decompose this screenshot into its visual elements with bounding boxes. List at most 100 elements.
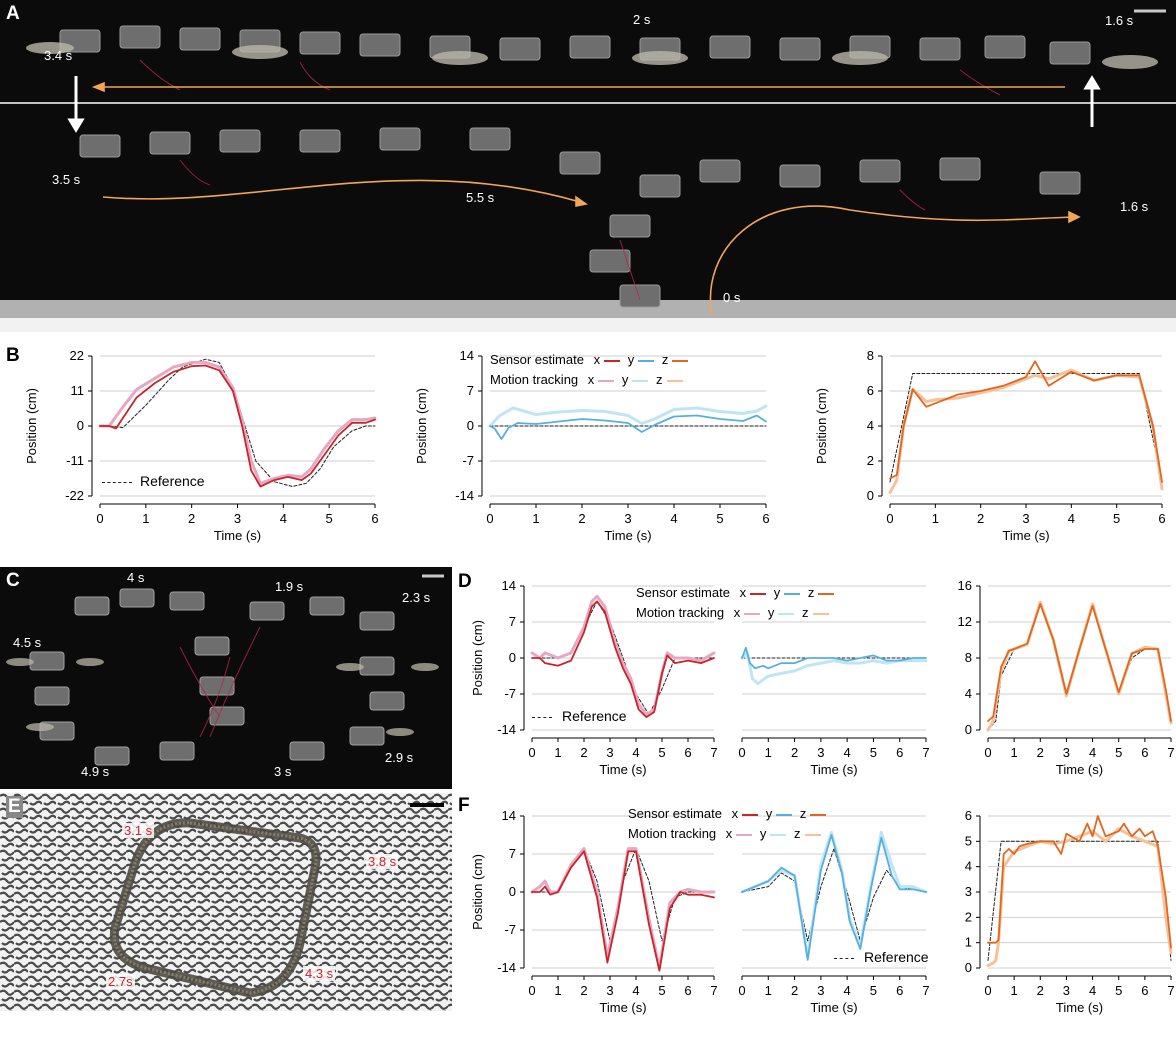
time-label: 1.9 s bbox=[275, 579, 304, 594]
y-tick-label: 7 bbox=[467, 383, 474, 398]
x-tick-label: 6 bbox=[684, 983, 691, 998]
panel-letter-b: B bbox=[6, 345, 20, 366]
y-axis-label: Position (cm) bbox=[24, 388, 39, 464]
x-tick-label: 1 bbox=[142, 511, 149, 526]
series-x-tracking bbox=[530, 847, 716, 970]
legend-swatch bbox=[776, 813, 793, 816]
x-tick-label: 4 bbox=[844, 745, 851, 760]
y-tick-label: -11 bbox=[66, 453, 84, 468]
x-tick-label: 2 bbox=[188, 511, 195, 526]
reference-label: Reference bbox=[140, 473, 205, 489]
y-tick-label: -7 bbox=[462, 453, 474, 468]
series-y-sensor bbox=[741, 646, 927, 670]
chart-b-y: 0 1 2 3 4 5 6 Time (s) 14 7 0 -7 -14 Position (cm) bbox=[414, 348, 770, 543]
legend-x: x bbox=[739, 585, 747, 600]
y-tick-label: 4 bbox=[867, 418, 874, 433]
y-tick-label: 2 bbox=[965, 909, 972, 924]
legend-swatch bbox=[744, 612, 761, 615]
legend-z: z bbox=[799, 806, 807, 821]
legend-swatch bbox=[632, 379, 649, 382]
x-tick-label: 3 bbox=[817, 983, 824, 998]
x-tick-label: 1 bbox=[554, 745, 561, 760]
x-tick-label: 1 bbox=[932, 511, 939, 526]
time-label: 3.8 s bbox=[366, 854, 399, 869]
x-tick-label: 6 bbox=[1158, 511, 1165, 526]
panel-a-trajectories bbox=[91, 81, 1081, 316]
time-label: 4 s bbox=[127, 570, 145, 585]
legend-row-tracking: Motion tracking x y z bbox=[636, 603, 838, 623]
legend-swatch bbox=[750, 592, 767, 595]
legend-x: x bbox=[593, 352, 601, 367]
panel-a-photo: A 3.4 s 2 s 1.6 s 3.5 s 5.5 s 1.6 s 0 s bbox=[0, 0, 1176, 332]
time-label: 3.4 s bbox=[44, 48, 73, 63]
legend-swatch bbox=[742, 813, 759, 816]
y-tick-label: 14 bbox=[502, 808, 516, 823]
x-tick-label: 3 bbox=[1063, 745, 1070, 760]
y-tick-label: 0 bbox=[467, 418, 474, 433]
chart-f-z: 0 1 2 3 4 5 6 7 Time (s) 6 5 4 3 2 1 0 bbox=[965, 808, 1175, 1015]
y-tick-label: 0 bbox=[867, 488, 874, 503]
reference-swatch bbox=[102, 481, 132, 483]
legend-swatch bbox=[818, 592, 835, 595]
y-tick-label: -7 bbox=[504, 686, 516, 701]
reference-swatch bbox=[834, 957, 854, 959]
series-x-sensor bbox=[531, 600, 715, 719]
x-tick-label: 3 bbox=[1063, 983, 1070, 998]
x-tick-label: 5 bbox=[716, 511, 723, 526]
time-label: 3.5 s bbox=[52, 172, 81, 187]
panel-letter-f: F bbox=[458, 795, 470, 816]
legend-x: x bbox=[725, 826, 733, 841]
series-x-sensor bbox=[531, 850, 715, 972]
legend-sensor-label: Sensor estimate bbox=[636, 585, 730, 600]
x-tick-label: 4 bbox=[1068, 511, 1075, 526]
x-tick-label: 6 bbox=[896, 983, 903, 998]
y-axis-label: Position (cm) bbox=[414, 388, 429, 464]
y-tick-label: -14 bbox=[497, 960, 516, 975]
y-tick-label: 0 bbox=[965, 722, 972, 737]
series-x-tracking bbox=[98, 360, 377, 485]
x-tick-label: 2 bbox=[580, 745, 587, 760]
time-label: 4.5 s bbox=[13, 635, 42, 650]
x-tick-label: 6 bbox=[896, 745, 903, 760]
legend-swatch bbox=[604, 359, 621, 362]
y-tick-label: 11 bbox=[71, 383, 85, 398]
legend-f: Sensor estimate x y z Motion tracking x … bbox=[628, 804, 830, 844]
panel-letter-e: E bbox=[6, 796, 23, 818]
legend-x: x bbox=[587, 372, 595, 387]
x-tick-label: 3 bbox=[606, 983, 613, 998]
x-tick-label: 7 bbox=[1167, 983, 1174, 998]
x-axis-label: Time (s) bbox=[810, 762, 857, 777]
x-tick-label: 1 bbox=[1011, 745, 1018, 760]
legend-swatch bbox=[672, 359, 689, 362]
x-tick-label: 4 bbox=[1089, 745, 1096, 760]
x-tick-label: 6 bbox=[1141, 745, 1148, 760]
reference-line bbox=[99, 358, 376, 487]
x-tick-label: 7 bbox=[710, 983, 717, 998]
y-axis-label: Position (cm) bbox=[470, 854, 485, 930]
series-x-tracking bbox=[530, 594, 716, 717]
x-tick-label: 0 bbox=[486, 511, 493, 526]
x-tick-label: 7 bbox=[922, 745, 929, 760]
series-z-tracking bbox=[986, 827, 1173, 967]
legend-row-tracking: Motion tracking x y z bbox=[628, 824, 830, 844]
y-axis-label: Position (cm) bbox=[470, 620, 485, 696]
x-tick-label: 4 bbox=[632, 983, 639, 998]
scale-bar bbox=[410, 803, 444, 807]
legend-swatch bbox=[810, 813, 827, 816]
time-label: 2 s bbox=[633, 12, 651, 27]
x-tick-label: 2 bbox=[791, 983, 798, 998]
legend-swatch bbox=[638, 359, 655, 362]
x-tick-label: 4 bbox=[1089, 983, 1096, 998]
x-tick-label: 0 bbox=[96, 511, 103, 526]
x-tick-label: 2 bbox=[1037, 745, 1044, 760]
x-tick-label: 5 bbox=[1115, 983, 1122, 998]
x-tick-label: 0 bbox=[528, 745, 535, 760]
x-tick-label: 5 bbox=[658, 745, 665, 760]
legend-z: z bbox=[656, 372, 663, 387]
x-tick-label: 0 bbox=[738, 983, 745, 998]
panel-letter-d: D bbox=[458, 571, 472, 592]
panel-a-white-arrows bbox=[67, 75, 1101, 133]
x-tick-label: 5 bbox=[1113, 511, 1120, 526]
chart-d-x: 0 1 2 3 4 5 6 7 Time (s) 14 7 0 -7 -14 Position (cm) bbox=[470, 578, 718, 777]
x-tick-label: 6 bbox=[762, 511, 769, 526]
